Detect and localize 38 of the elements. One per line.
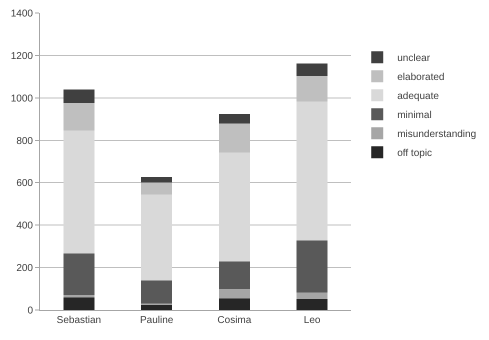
bar — [218, 114, 250, 124]
bar — [63, 130, 94, 254]
bar — [296, 292, 328, 300]
legend-label: minimal — [397, 110, 432, 122]
legend-label: unclear — [397, 53, 431, 64]
y-tick-label: 600 — [16, 178, 34, 190]
x-tick-label: Sebastian — [56, 315, 102, 326]
legend-label: misunderstanding — [397, 129, 476, 140]
legend-label: off topic — [397, 148, 432, 160]
y-tick-label: 200 — [16, 263, 34, 274]
y-tick-label: 0 — [27, 306, 34, 316]
legend-label: adequate — [397, 91, 440, 102]
legend-label: elaborated — [397, 72, 444, 84]
bar — [218, 261, 250, 290]
x-tick-label: Pauline — [140, 315, 174, 326]
y-tick-label: 1000 — [10, 93, 34, 104]
bar — [218, 289, 250, 299]
bar — [296, 64, 328, 76]
bar — [141, 280, 172, 304]
x-tick-label: Cosima — [217, 315, 252, 326]
y-tick-label: 800 — [16, 136, 34, 147]
bar — [296, 102, 328, 241]
bar — [218, 298, 250, 310]
bar — [296, 299, 328, 310]
bar — [63, 102, 94, 131]
bar — [63, 254, 94, 296]
bar — [63, 295, 94, 298]
x-tick-label: Leo — [304, 315, 321, 326]
bar — [141, 176, 172, 182]
y-tick-label: 400 — [16, 220, 34, 232]
y-tick-label: 1200 — [10, 50, 34, 62]
bar — [141, 304, 172, 310]
bar — [63, 89, 94, 103]
bar — [296, 240, 328, 293]
y-tick-label: 1400 — [10, 8, 34, 20]
bar — [63, 298, 94, 310]
bar — [218, 152, 250, 262]
bar — [141, 194, 172, 281]
